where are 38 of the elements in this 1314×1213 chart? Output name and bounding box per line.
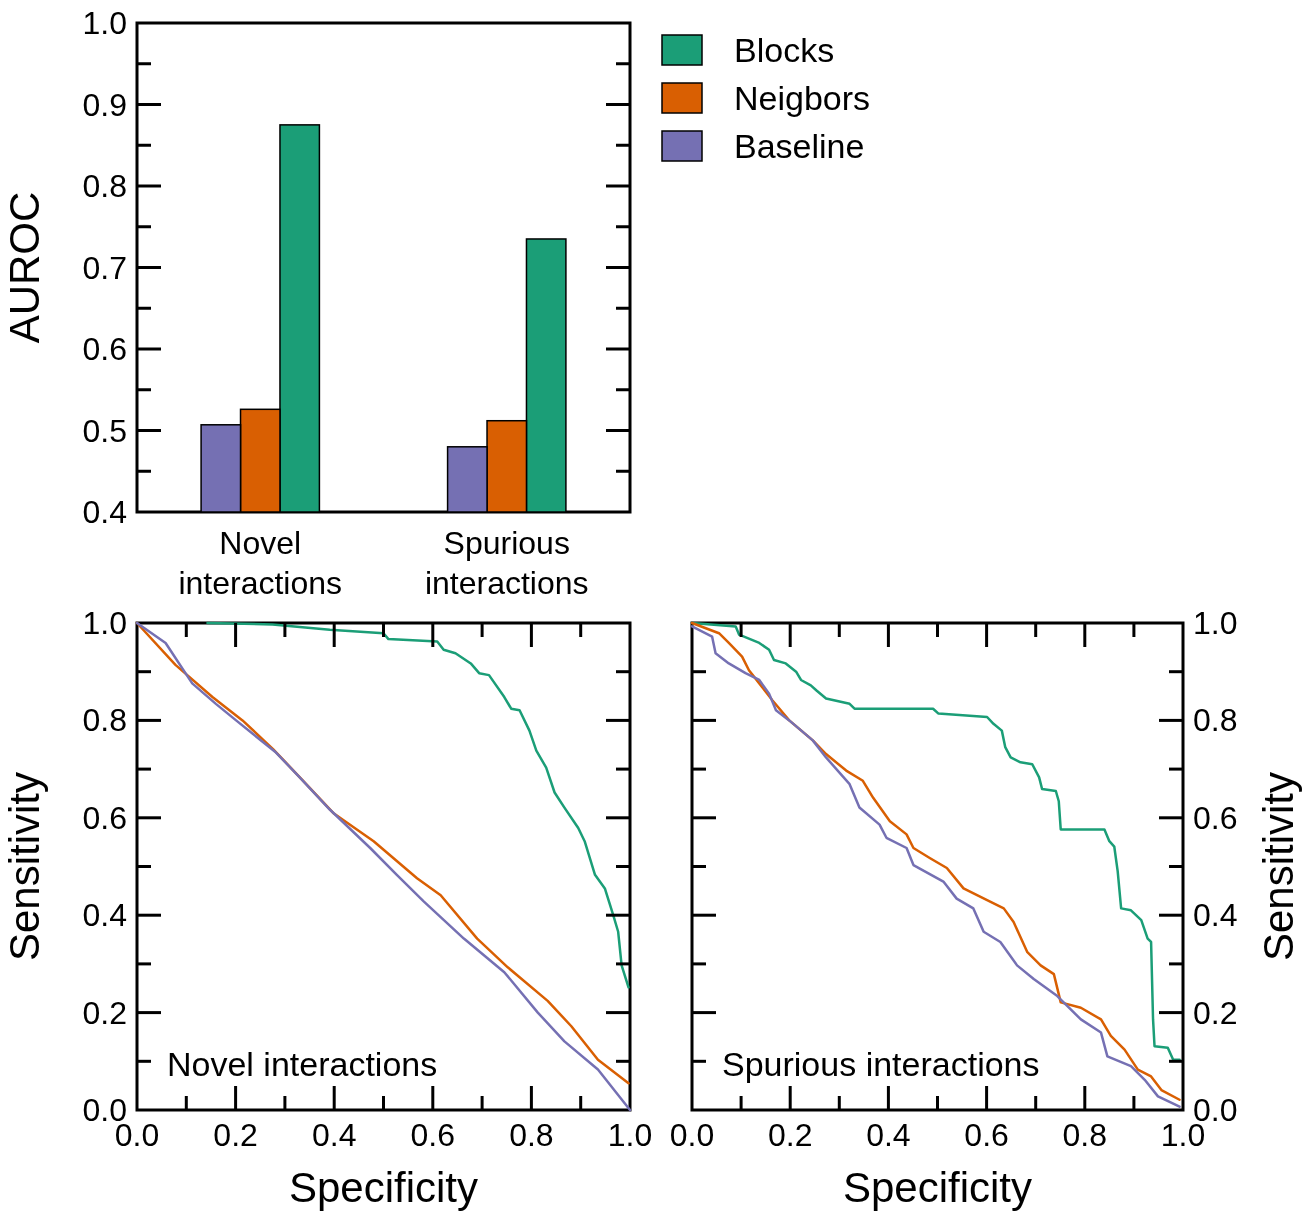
y-axis-title: Sensitivity (1, 771, 48, 962)
y-tick-label: 0.4 (82, 897, 127, 934)
x-tick-label: 0.2 (767, 1117, 813, 1153)
x-axis-title: Specificity (288, 1164, 479, 1211)
y-tick-label: 0.7 (82, 249, 127, 286)
legend-label: Neigbors (734, 79, 871, 117)
y-tick-label: 0.9 (82, 86, 127, 123)
y-tick-label: 0.2 (82, 994, 127, 1031)
line-series (206, 621, 630, 989)
x-tick-label: 0.2 (213, 1117, 258, 1153)
x-tick-label: 0.8 (509, 1117, 554, 1153)
x-tick-label: 1.0 (607, 1117, 653, 1153)
x-tick-label: 0.4 (311, 1117, 357, 1153)
legend-label: Baseline (734, 127, 865, 165)
y2-axis-title: Sensitivity (1255, 771, 1302, 962)
x-tick-label: 0.0 (669, 1117, 715, 1153)
y-tick-label: 0.8 (82, 168, 127, 204)
y-axis-title: AUROC (1, 191, 48, 344)
y-tick-label: 1.0 (82, 5, 127, 41)
x-tick-label: 0.8 (1062, 1117, 1108, 1153)
legend-label: Blocks (734, 31, 835, 69)
y2-tick-label: 0.8 (1193, 702, 1238, 739)
x-tick-label: 0.6 (964, 1117, 1009, 1153)
y2-tick-label: 0.2 (1193, 994, 1238, 1031)
annotation: Novel interactions (167, 1045, 438, 1083)
x-tick-label: 0.4 (866, 1117, 911, 1153)
y-tick-label: 0.4 (82, 494, 127, 530)
y-tick-label: 0.6 (82, 331, 127, 367)
y2-tick-label: 0.4 (1193, 897, 1238, 934)
annotation: Spurious interactions (722, 1045, 1040, 1083)
y-tick-label: 0.6 (82, 799, 127, 836)
y-tick-label: 0.5 (82, 412, 127, 449)
y2-tick-label: 1.0 (1193, 605, 1238, 641)
x-tick-label: 0.6 (410, 1117, 456, 1153)
x-axis-title: Specificity (842, 1164, 1033, 1211)
y2-tick-label: 0.6 (1193, 799, 1238, 836)
y-tick-label: 0.8 (82, 702, 127, 739)
y-tick-label: 1.0 (82, 605, 127, 641)
